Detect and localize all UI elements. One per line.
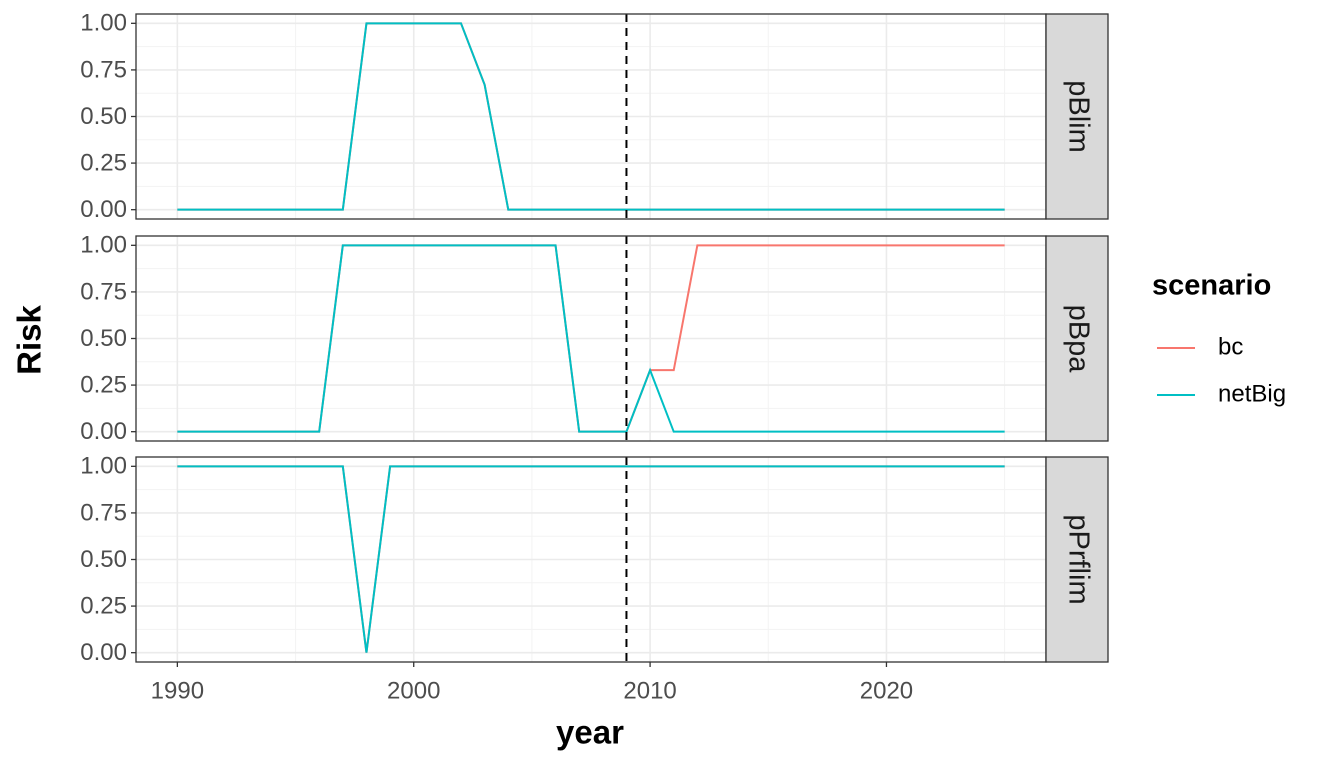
x-tick-label: 2020 (860, 677, 913, 704)
y-tick-label: 0.75 (80, 278, 127, 305)
y-tick-label: 0.50 (80, 546, 127, 573)
y-tick-label: 0.75 (80, 499, 127, 526)
y-tick-label: 0.50 (80, 325, 127, 352)
legend-label: bc (1218, 333, 1243, 360)
y-axis-title: Risk (11, 305, 48, 375)
y-tick-label: 0.75 (80, 56, 127, 83)
strip (1045, 456, 1109, 663)
strip (1045, 235, 1109, 442)
strip-label: pPrflim (1062, 514, 1094, 604)
y-tick-label: 0.25 (80, 149, 127, 176)
series-line (177, 22, 1005, 211)
legend-title: scenario (1152, 270, 1271, 302)
y-tick-label: 1.00 (80, 10, 127, 37)
y-tick-label: 0.00 (80, 639, 127, 666)
strip-label: pBlim (1062, 80, 1094, 153)
series-line (177, 244, 1005, 433)
y-tick-label: 0.25 (80, 371, 127, 398)
x-tick-label: 2010 (623, 677, 676, 704)
y-tick-label: 1.00 (80, 232, 127, 259)
y-tick-label: 0.00 (80, 418, 127, 445)
y-tick-label: 0.50 (80, 103, 127, 130)
x-tick-label: 2000 (387, 677, 440, 704)
strip (1045, 13, 1109, 220)
series-line (177, 465, 1005, 653)
x-axis-title: year (556, 714, 624, 751)
y-tick-label: 0.00 (80, 196, 127, 223)
y-tick-label: 1.00 (80, 453, 127, 480)
strip-label: pBpa (1062, 305, 1094, 374)
x-tick-label: 1990 (151, 677, 204, 704)
legend-label: netBig (1218, 380, 1286, 407)
y-tick-label: 0.25 (80, 592, 127, 619)
